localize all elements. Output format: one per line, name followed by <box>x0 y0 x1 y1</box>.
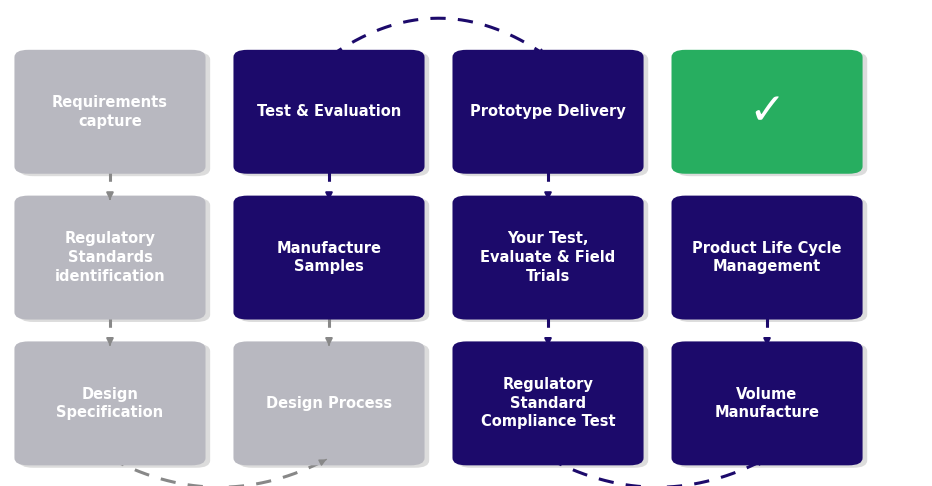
Text: Your Test,
Evaluate & Field
Trials: Your Test, Evaluate & Field Trials <box>480 231 616 284</box>
FancyBboxPatch shape <box>238 52 429 176</box>
FancyBboxPatch shape <box>19 344 210 468</box>
FancyBboxPatch shape <box>676 52 867 176</box>
FancyBboxPatch shape <box>15 341 205 466</box>
Text: Prototype Delivery: Prototype Delivery <box>470 104 626 119</box>
Text: Product Life Cycle
Management: Product Life Cycle Management <box>692 241 842 275</box>
FancyBboxPatch shape <box>671 196 862 320</box>
FancyBboxPatch shape <box>457 198 648 322</box>
FancyBboxPatch shape <box>452 341 643 466</box>
Text: Test & Evaluation: Test & Evaluation <box>257 104 401 119</box>
FancyBboxPatch shape <box>457 344 648 468</box>
FancyBboxPatch shape <box>238 344 429 468</box>
FancyBboxPatch shape <box>452 50 643 174</box>
Text: Volume
Manufacture: Volume Manufacture <box>715 386 819 420</box>
FancyBboxPatch shape <box>19 198 210 322</box>
FancyBboxPatch shape <box>671 50 862 174</box>
FancyBboxPatch shape <box>233 341 424 466</box>
Text: Regulatory
Standard
Compliance Test: Regulatory Standard Compliance Test <box>481 377 615 430</box>
FancyBboxPatch shape <box>676 344 867 468</box>
FancyBboxPatch shape <box>19 52 210 176</box>
Text: Design
Specification: Design Specification <box>57 386 163 420</box>
FancyBboxPatch shape <box>452 196 643 320</box>
Text: Manufacture
Samples: Manufacture Samples <box>277 241 381 275</box>
Text: ✓: ✓ <box>748 90 786 133</box>
FancyBboxPatch shape <box>15 196 205 320</box>
FancyBboxPatch shape <box>238 198 429 322</box>
FancyBboxPatch shape <box>233 50 424 174</box>
FancyBboxPatch shape <box>676 198 867 322</box>
FancyBboxPatch shape <box>457 52 648 176</box>
Text: Requirements
capture: Requirements capture <box>52 95 168 129</box>
Text: Design Process: Design Process <box>266 396 392 411</box>
FancyBboxPatch shape <box>15 50 205 174</box>
FancyBboxPatch shape <box>233 196 424 320</box>
Text: Regulatory
Standards
identification: Regulatory Standards identification <box>55 231 165 284</box>
FancyBboxPatch shape <box>671 341 862 466</box>
